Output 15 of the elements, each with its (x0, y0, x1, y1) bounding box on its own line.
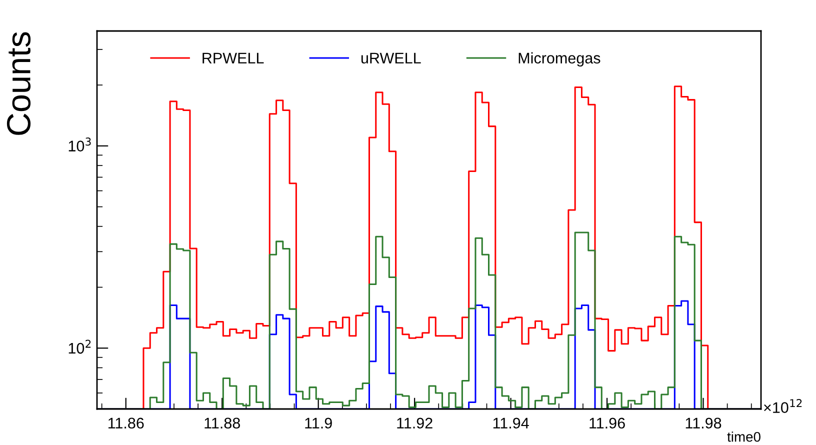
x-tick-label: 11.98 (686, 418, 722, 429)
text: ×10$^{12}$ (764, 399, 802, 413)
x-tick-label: 11.94 (493, 418, 529, 429)
legend-label: Micromegas (518, 52, 600, 67)
legend-label: RPWELL (202, 52, 264, 64)
x-tick-label: 11.86 (108, 418, 144, 429)
y-tick-label: 10$^{3}$ (68, 138, 91, 152)
legend-label: uRWELL (361, 52, 421, 64)
x-tick-label: 11.9 (305, 418, 332, 429)
x-tick-label: 11.88 (204, 418, 240, 429)
x-tick-label: 11.96 (590, 418, 625, 429)
y-tick-label: 10$^{2}$ (68, 340, 91, 354)
x-axis-title: time0 (727, 432, 760, 442)
y-axis-title: Counts (6, 32, 31, 135)
x-tick-label: 11.92 (397, 418, 432, 429)
